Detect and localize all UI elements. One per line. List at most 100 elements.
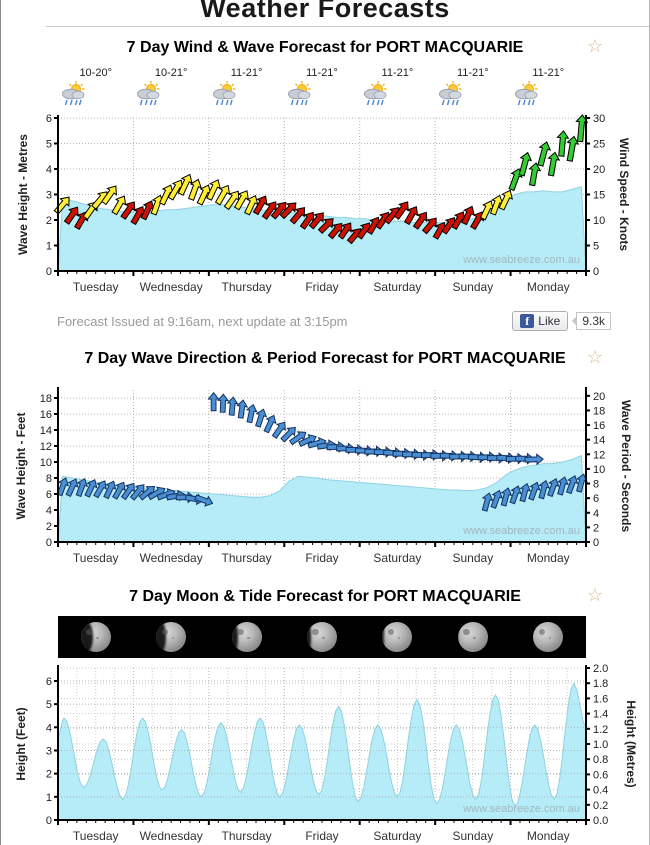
- direction-arrow: [556, 130, 570, 157]
- direction-arrow: [65, 478, 79, 498]
- facebook-like-label: Like: [538, 314, 561, 328]
- svg-text:0.4: 0.4: [593, 785, 608, 797]
- moon-tide-chart-title: 7 Day Moon & Tide Forecast for PORT MACQ…: [129, 588, 521, 605]
- direction-arrow: [289, 207, 306, 225]
- direction-arrow: [538, 479, 551, 500]
- svg-text:5: 5: [593, 241, 599, 253]
- wind-wave-chart-title: 7 Day Wind & Wave Forecast for PORT MACQ…: [126, 39, 524, 56]
- favorite-star-icon[interactable]: ☆: [586, 347, 603, 367]
- direction-arrow: [547, 477, 560, 498]
- svg-text:30: 30: [593, 113, 605, 125]
- direction-arrow: [518, 151, 533, 177]
- facebook-like-button[interactable]: f Like: [512, 311, 569, 331]
- x-axis-day-label: Saturday: [373, 829, 421, 843]
- direction-arrow: [194, 494, 214, 507]
- sun-shower-icon: [360, 80, 435, 110]
- x-axis-day-label: Saturday: [373, 280, 421, 294]
- svg-text:18: 18: [40, 393, 52, 405]
- wave-direction-chart-title: 7 Day Wave Direction & Period Forecast f…: [84, 350, 566, 367]
- direction-arrow: [263, 414, 277, 434]
- svg-text:5: 5: [46, 139, 52, 151]
- svg-text:25: 25: [593, 139, 605, 151]
- facebook-icon: f: [520, 314, 535, 328]
- svg-text:1.6: 1.6: [593, 693, 608, 705]
- x-axis-day-label: Wednesday: [140, 829, 203, 843]
- svg-text:0: 0: [46, 266, 52, 278]
- x-axis-day-label: Monday: [527, 829, 570, 843]
- x-axis-day-label: Wednesday: [140, 280, 203, 294]
- temperature-label: 11-21°: [381, 67, 414, 79]
- sun-shower-icon: [133, 80, 208, 110]
- direction-arrow: [206, 179, 221, 201]
- page-title: Weather Forecasts: [200, 0, 450, 23]
- y-axis-right-title: Wave Period - Seconds: [619, 400, 633, 533]
- svg-text:4: 4: [593, 508, 599, 520]
- svg-text:2: 2: [593, 522, 599, 534]
- wind-wave-section: 7 Day Wind & Wave Forecast for PORT MACQ…: [1, 36, 649, 300]
- favorite-star-icon[interactable]: ☆: [586, 36, 603, 56]
- svg-text:1.2: 1.2: [593, 724, 608, 736]
- sun-shower-icon: [284, 80, 359, 110]
- svg-text:12: 12: [593, 449, 605, 461]
- direction-arrow: [103, 480, 117, 500]
- direction-arrow: [84, 479, 98, 498]
- wave-direction-section: 7 Day Wave Direction & Period Forecast f…: [1, 347, 649, 570]
- moon-phase-icon: [231, 622, 262, 652]
- y-axis-left-title: Wave Height - Metres: [16, 134, 30, 255]
- direction-arrow: [112, 481, 126, 500]
- svg-text:5: 5: [46, 699, 52, 711]
- direction-arrow: [279, 202, 297, 220]
- direction-arrow: [177, 173, 193, 196]
- direction-arrow: [500, 487, 513, 507]
- direction-arrow: [217, 393, 230, 413]
- direction-arrow: [120, 482, 135, 501]
- temperature-label: 10-21°: [154, 67, 188, 79]
- direction-arrow: [308, 212, 324, 230]
- direction-arrow: [565, 475, 579, 495]
- direction-arrow: [524, 453, 544, 466]
- svg-text:10: 10: [593, 464, 605, 476]
- direction-arrow: [226, 396, 239, 416]
- sun-shower-icon: [435, 80, 510, 110]
- direction-arrow: [557, 476, 569, 496]
- x-axis-day-label: Friday: [305, 280, 338, 294]
- direction-arrow: [187, 178, 202, 201]
- direction-arrow: [255, 408, 268, 428]
- svg-text:0.8: 0.8: [593, 754, 608, 766]
- direction-arrow: [421, 217, 437, 235]
- svg-text:18: 18: [593, 405, 605, 417]
- svg-text:6: 6: [46, 113, 52, 125]
- svg-text:0: 0: [46, 815, 52, 827]
- moon-phase-strip: [58, 616, 586, 658]
- svg-text:3: 3: [46, 190, 52, 202]
- favorite-star-icon[interactable]: ☆: [586, 585, 603, 605]
- direction-arrow: [317, 218, 334, 235]
- svg-text:10: 10: [40, 457, 52, 469]
- direction-arrow: [509, 485, 522, 505]
- svg-text:8: 8: [593, 479, 599, 491]
- x-axis-day-label: Sunday: [453, 280, 494, 294]
- x-axis-day-label: Monday: [527, 551, 570, 565]
- svg-text:0: 0: [46, 537, 52, 549]
- like-count-pointer-icon: [572, 316, 578, 326]
- y-axis-right-title: Wind Speed - Knots: [617, 138, 631, 252]
- svg-text:12: 12: [40, 441, 52, 453]
- svg-text:3: 3: [46, 745, 52, 757]
- svg-text:0.6: 0.6: [593, 769, 608, 781]
- direction-arrow: [537, 141, 552, 167]
- svg-text:14: 14: [40, 425, 52, 437]
- svg-text:20: 20: [593, 391, 605, 403]
- temperature-row: 10-20° 10-21° 11-21° 11-21° 11-21° 11-21° 11-2…: [1, 67, 586, 79]
- weather-icons-row: [1, 80, 586, 110]
- direction-arrow: [245, 403, 258, 424]
- sun-shower-icon: [58, 80, 133, 110]
- moon-phase-icon: [306, 622, 337, 652]
- svg-text:20: 20: [593, 164, 605, 176]
- direction-arrow: [236, 399, 249, 419]
- direction-arrow: [93, 480, 107, 499]
- direction-arrow: [75, 477, 89, 498]
- direction-arrow: [498, 189, 514, 211]
- sun-shower-icon: [511, 80, 586, 110]
- temperature-label: 11-21°: [456, 67, 489, 79]
